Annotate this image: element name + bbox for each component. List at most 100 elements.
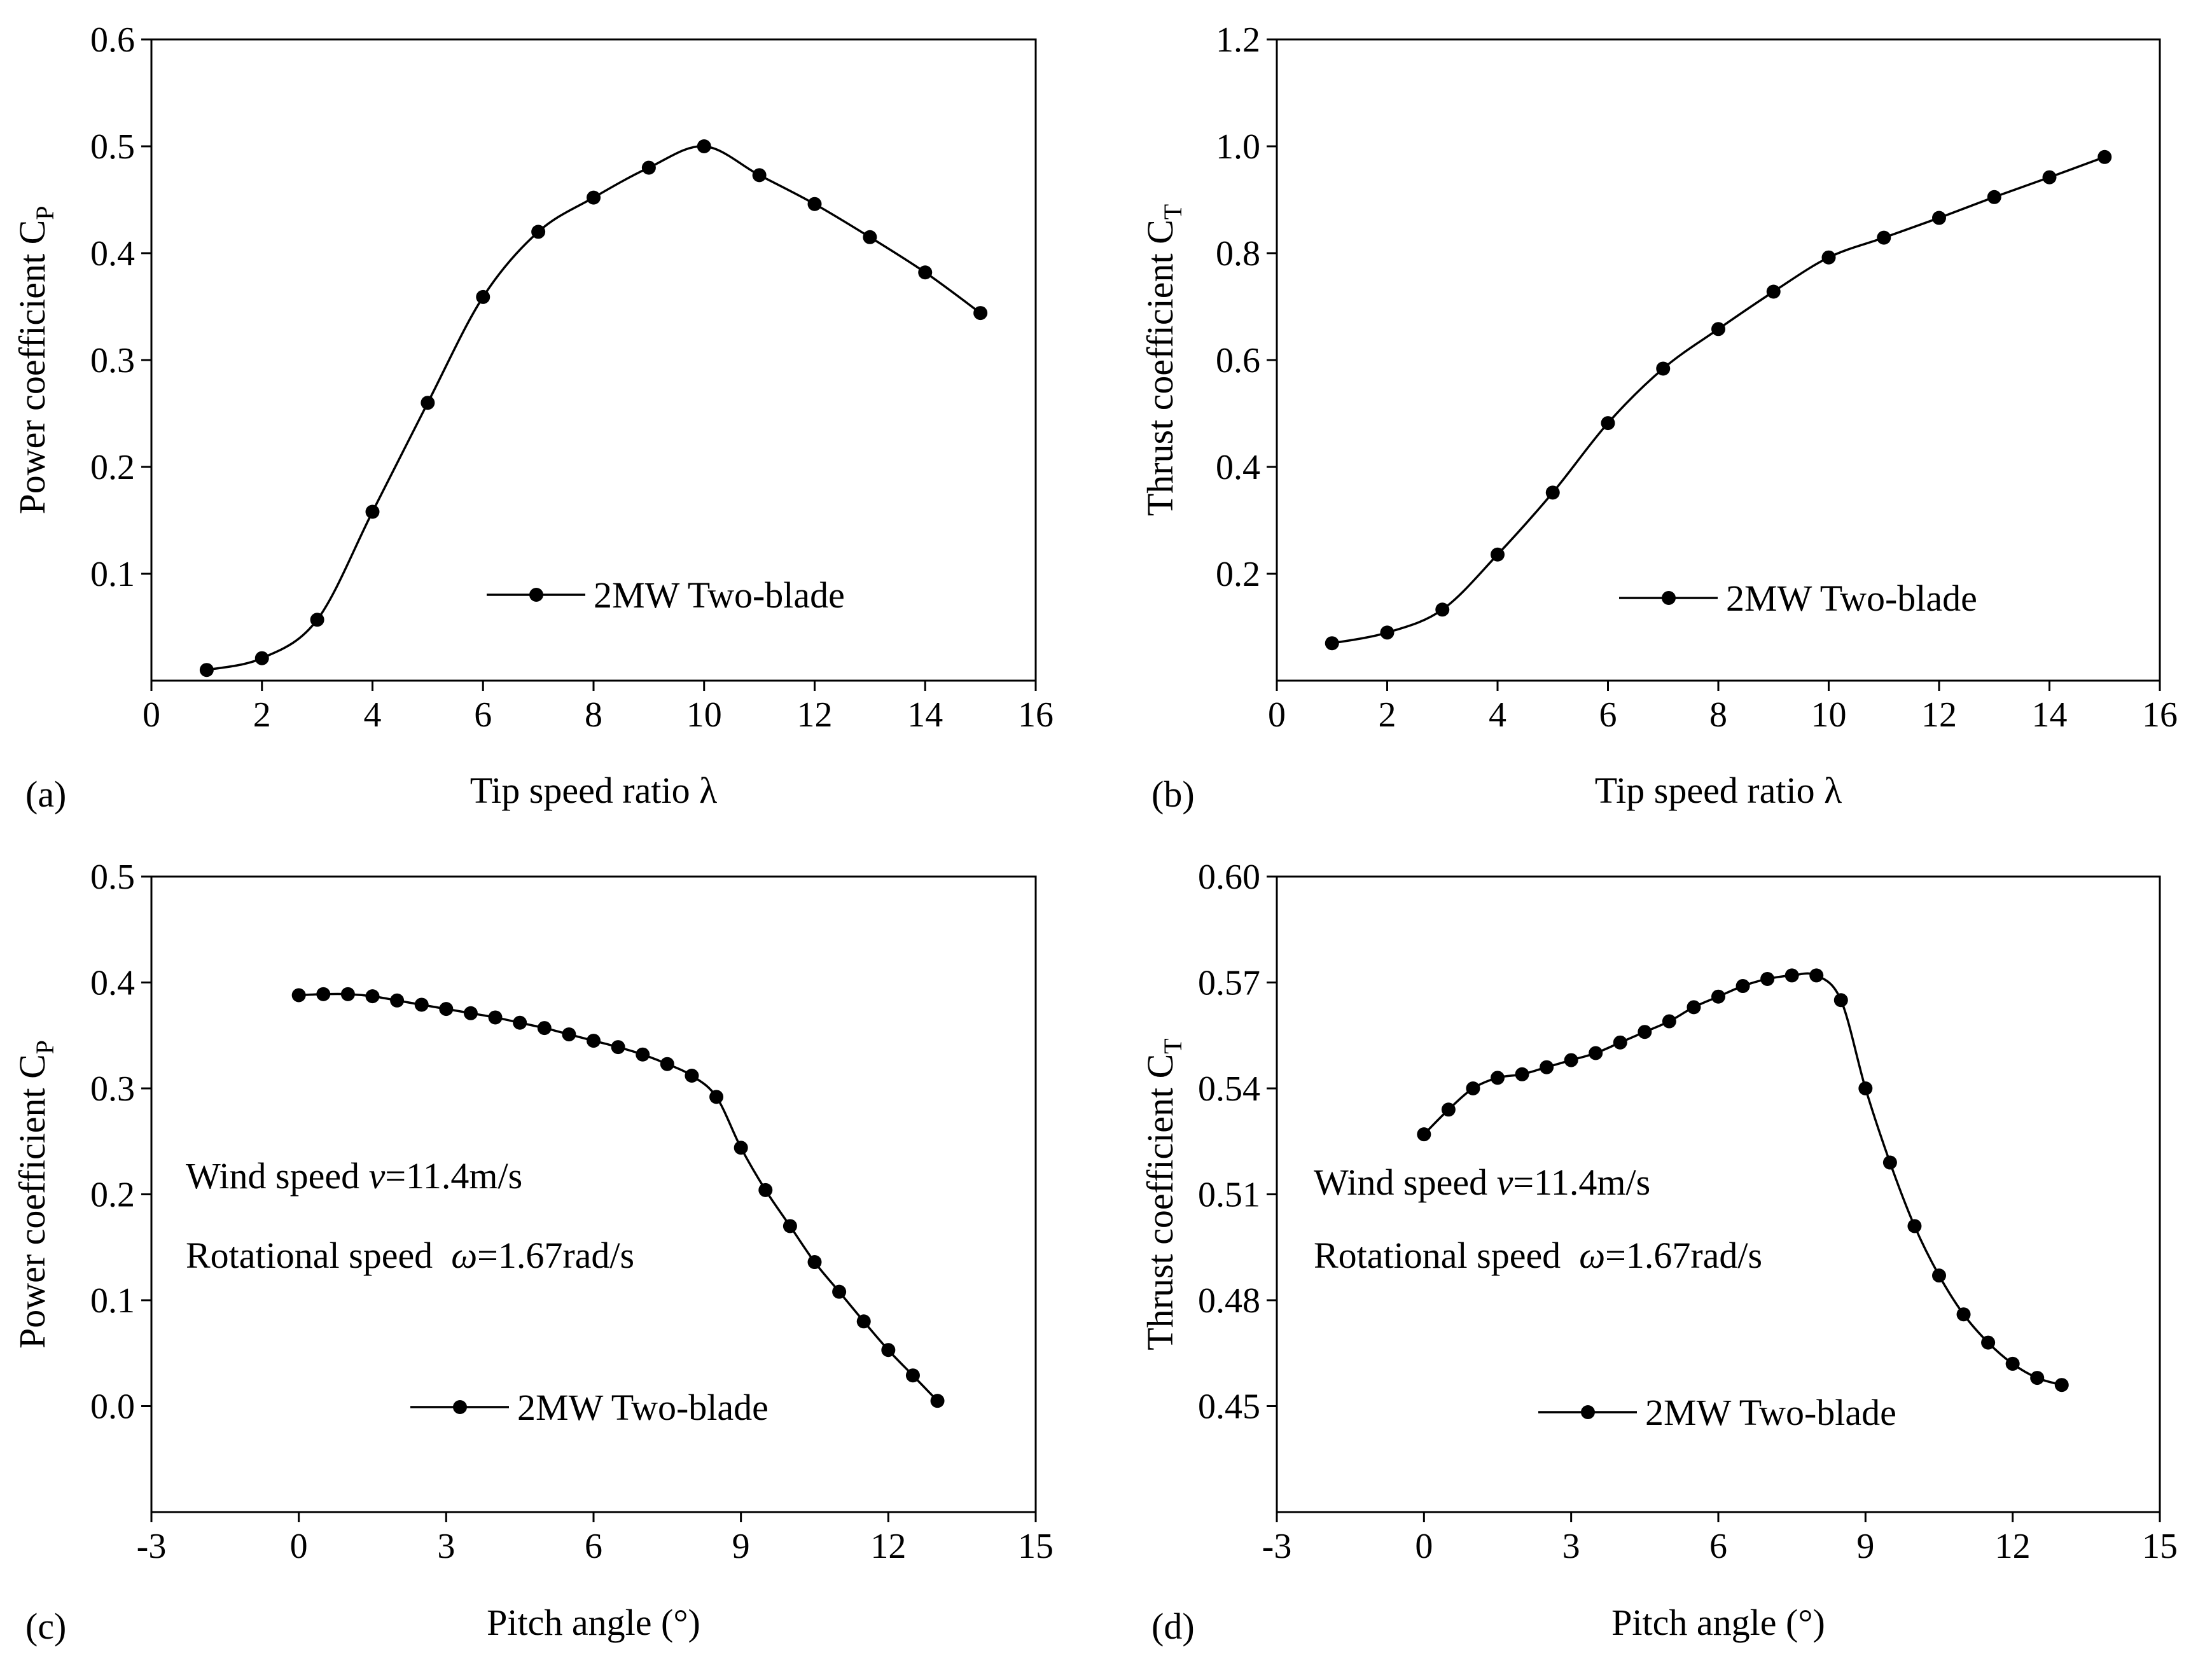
x-tick-label: 15	[1018, 1527, 1054, 1566]
chart-panel-a: 0 2 4 6 8 10 12 14 16 0.1 0.2 0.3 0.4 0.5 0.6 Tip speed…	[11, 20, 1054, 815]
data-point	[1564, 1053, 1578, 1067]
y-tick-label: 1.0	[1216, 127, 1260, 167]
x-tick-label: 0	[1415, 1527, 1433, 1566]
legend-label: 2MW Two-blade	[1645, 1392, 1896, 1433]
x-tick-label: 10	[686, 695, 722, 735]
data-point	[611, 1040, 625, 1055]
x-axis-label: Tip speed ratio λ	[470, 770, 717, 811]
plot-frame	[1276, 38, 2161, 682]
data-point	[856, 1314, 871, 1329]
legend-label: 2MW Two-blade	[594, 574, 845, 616]
data-point	[414, 997, 429, 1012]
data-point	[531, 225, 546, 239]
y-axis-label-subscript: T	[1158, 204, 1187, 219]
data-point	[1601, 416, 1615, 431]
x-tick-label: 12	[1995, 1527, 2031, 1566]
data-point	[316, 987, 331, 1001]
y-tick-label: 0.45	[1198, 1387, 1260, 1427]
data-point	[660, 1057, 674, 1071]
data-point	[1662, 1014, 1676, 1029]
y-tick-label: 0.2	[90, 448, 135, 487]
data-point	[537, 1021, 552, 1036]
x-tick-label: 8	[1709, 695, 1727, 735]
data-point	[807, 197, 822, 211]
y-tick-label: 0.2	[90, 1176, 135, 1215]
data-point	[832, 1284, 847, 1299]
y-tick-label: 0.54	[1198, 1069, 1260, 1109]
y-tick-label: 0.6	[1216, 341, 1260, 380]
y-tick-label: 0.1	[90, 555, 135, 594]
y-tick-label: 0.2	[1216, 555, 1260, 594]
data-point	[199, 663, 214, 677]
data-point	[390, 993, 405, 1008]
legend-marker	[529, 588, 543, 602]
y-tick-label: 0.5	[90, 127, 135, 167]
data-point	[758, 1183, 773, 1197]
panel-label: (c)	[25, 1606, 66, 1647]
series-line	[298, 992, 938, 1402]
data-point	[1589, 1046, 1603, 1060]
x-axis-label: Tip speed ratio λ	[1595, 770, 1842, 811]
data-point	[1687, 1000, 1701, 1015]
data-point	[783, 1219, 797, 1233]
data-point	[1417, 1127, 1431, 1142]
y-tick-label: 0.6	[90, 20, 135, 60]
data-point	[1435, 602, 1450, 617]
data-point	[1466, 1081, 1480, 1095]
data-point	[807, 1255, 822, 1270]
data-point	[709, 1090, 724, 1104]
y-axis-label-text: Power coefficient C	[11, 1054, 53, 1349]
x-tick-label: 15	[2142, 1527, 2178, 1566]
y-tick-label: 0.48	[1198, 1281, 1260, 1321]
x-tick-label: 6	[1709, 1527, 1727, 1566]
data-point	[421, 396, 435, 410]
data-point	[1545, 485, 1560, 500]
data-point	[1784, 968, 1799, 983]
data-point	[881, 1343, 896, 1357]
y-tick-label: 0.5	[90, 857, 135, 897]
chart-panel-b: 0 2 4 6 8 10 12 14 16 0.2 0.4 0.6 0.8 1.0 1.2 Tip speed…	[1139, 20, 2178, 815]
y-axis-label: Thrust coefficient CT	[1139, 204, 1187, 516]
x-tick-label: 3	[437, 1527, 455, 1566]
annotation-prefix: Rotational speed	[1314, 1235, 1579, 1276]
y-axis-label-text: Thrust coefficient C	[1139, 219, 1181, 516]
x-tick-label: 6	[585, 1527, 602, 1566]
annotation: Wind speed v=11.4m/s	[186, 1155, 522, 1197]
data-point	[1882, 1155, 1897, 1170]
x-tick-label: 10	[1811, 695, 1847, 735]
x-tick-label: 8	[585, 695, 602, 735]
chart-panel-c: -3 0 3 6 9 12 15 0.0 0.1 0.2 0.3 0.4 0.5 Pitch angle …	[11, 857, 1054, 1647]
legend-marker	[453, 1400, 467, 1414]
y-tick-label: 0.1	[90, 1281, 135, 1321]
data-point	[1736, 979, 1750, 994]
x-axis-label: Pitch angle (°)	[487, 1602, 700, 1643]
x-tick-label: 2	[1379, 695, 1396, 735]
annotation-prefix: Rotational speed	[186, 1235, 451, 1276]
data-point	[1638, 1025, 1652, 1039]
annotation-value: =1.67rad/s	[1605, 1235, 1762, 1276]
data-point	[1491, 1071, 1505, 1085]
data-point	[973, 306, 988, 321]
chart-panel-d: -3 0 3 6 9 12 15 0.45 0.48 0.51 0.54 0.57 0.60 Pitch …	[1139, 857, 2178, 1647]
data-point	[1380, 625, 1395, 640]
x-tick-label: 0	[290, 1527, 308, 1566]
annotation: Rotational speed ω=1.67rad/s	[1314, 1235, 1762, 1276]
y-tick-label: 0.60	[1198, 857, 1260, 897]
annotation-value: =11.4m/s	[385, 1155, 522, 1197]
data-point	[1325, 636, 1339, 651]
x-tick-label: 0	[143, 695, 160, 735]
data-point	[2054, 1378, 2069, 1392]
data-point	[636, 1047, 650, 1062]
data-point	[1613, 1035, 1627, 1050]
panel-label: (a)	[25, 774, 66, 815]
data-point	[587, 190, 601, 205]
data-point	[1491, 547, 1505, 562]
data-point	[463, 1006, 478, 1020]
data-point	[1956, 1307, 1971, 1322]
data-point	[340, 987, 355, 1001]
x-tick-label: 12	[870, 1527, 906, 1566]
data-point	[1833, 993, 1848, 1008]
data-point	[1760, 971, 1775, 986]
data-point	[254, 651, 269, 665]
data-point	[587, 1034, 601, 1048]
